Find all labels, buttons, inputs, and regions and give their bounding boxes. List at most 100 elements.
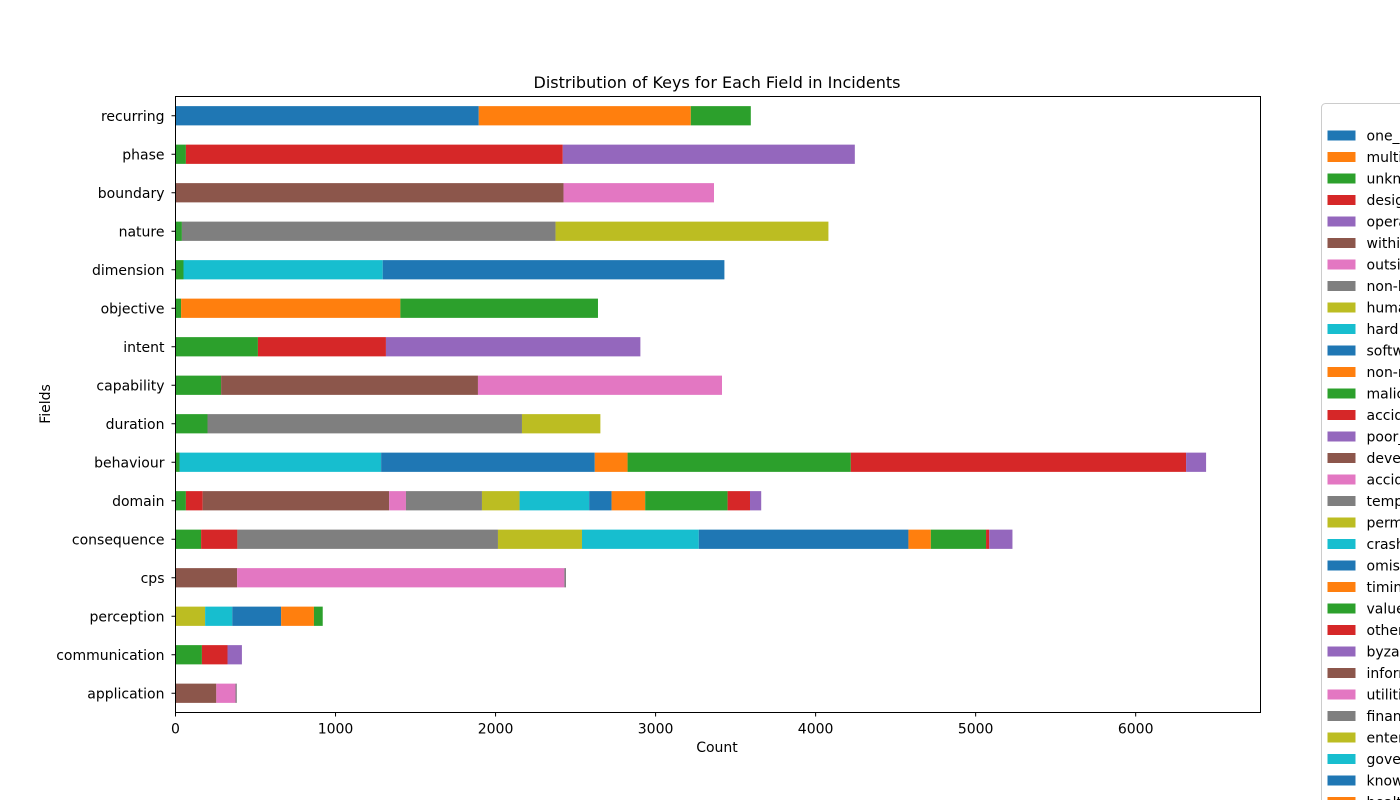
legend-label-finan: finan xyxy=(1367,709,1400,725)
bar-segment-boundary-1 xyxy=(564,183,714,202)
y-tick-label-boundary: boundary xyxy=(98,186,165,202)
bar-segment-nature-2 xyxy=(556,222,829,241)
bar-segment-application-1 xyxy=(216,684,235,703)
legend-label-temp: temp xyxy=(1367,494,1400,510)
legend-label-opera: opera xyxy=(1367,215,1400,231)
bar-segment-consequence-10 xyxy=(989,530,1012,549)
legend-label-perm: perm xyxy=(1367,516,1400,532)
bar-segment-objective-1 xyxy=(181,299,400,318)
legend-swatch-know xyxy=(1328,776,1356,786)
bar-segment-objective-0 xyxy=(176,299,182,318)
legend-swatch-inforr xyxy=(1328,668,1356,678)
x-tick-label-1000: 1000 xyxy=(318,722,354,738)
y-tick-label-recurring: recurring xyxy=(101,109,165,125)
x-tick-label-2000: 2000 xyxy=(478,722,514,738)
bar-segment-domain-10 xyxy=(728,491,750,510)
x-tick-label-4000: 4000 xyxy=(798,722,834,738)
bar-segment-communication-2 xyxy=(228,645,242,664)
bar-segment-domain-4 xyxy=(406,491,482,510)
y-axis-label: Fields xyxy=(38,384,54,424)
bar-segment-domain-3 xyxy=(389,491,406,510)
bar-segment-behaviour-4 xyxy=(628,453,851,472)
y-axis: applicationcommunicationperceptioncpscon… xyxy=(56,109,175,703)
y-tick-label-behaviour: behaviour xyxy=(94,455,165,471)
bar-segment-intent-2 xyxy=(386,337,640,356)
legend-label-enter: enter xyxy=(1367,731,1400,747)
bar-segment-cps-2 xyxy=(564,568,566,587)
x-axis-label: Count xyxy=(696,740,738,756)
y-tick-label-domain: domain xyxy=(112,494,164,510)
bar-segment-consequence-9 xyxy=(986,530,989,549)
bar-segment-dimension-1 xyxy=(184,260,383,279)
y-tick-label-dimension: dimension xyxy=(92,263,165,279)
legend: one_multiunkndesigoperawithioutsinon-hhu… xyxy=(1322,104,1400,801)
legend-label-deve: deve xyxy=(1367,451,1400,467)
bar-segment-domain-11 xyxy=(750,491,761,510)
legend-label-accid: accid xyxy=(1367,473,1400,489)
legend-swatch-poor_ xyxy=(1328,432,1356,442)
y-tick-label-duration: duration xyxy=(106,417,165,433)
legend-label-other: other xyxy=(1367,623,1400,639)
legend-label-value: value xyxy=(1367,602,1400,618)
chart-title: Distribution of Keys for Each Field in I… xyxy=(534,73,901,92)
bar-segment-recurring-2 xyxy=(691,106,751,125)
bar-segment-domain-2 xyxy=(203,491,389,510)
legend-swatch-crash xyxy=(1328,539,1356,549)
bar-segment-perception-4 xyxy=(314,607,323,626)
bar-segment-phase-0 xyxy=(176,145,186,164)
bar-segment-behaviour-2 xyxy=(381,453,595,472)
legend-label-crash: crash xyxy=(1367,537,1400,553)
x-tick-label-3000: 3000 xyxy=(638,722,674,738)
bar-segment-boundary-0 xyxy=(176,183,564,202)
legend-swatch-malic xyxy=(1328,389,1356,399)
bar-segment-phase-2 xyxy=(563,145,855,164)
legend-label-utiliti: utiliti xyxy=(1367,688,1400,704)
bars-layer xyxy=(176,106,1207,703)
legend-label-accid: accid xyxy=(1367,408,1400,424)
bar-segment-consequence-7 xyxy=(908,530,930,549)
legend-swatch-opera xyxy=(1328,217,1356,227)
legend-swatch-deve xyxy=(1328,453,1356,463)
bar-segment-capability-1 xyxy=(221,376,478,395)
legend-swatch-gove xyxy=(1328,754,1356,764)
bar-segment-domain-7 xyxy=(589,491,611,510)
bar-segment-dimension-0 xyxy=(176,260,184,279)
legend-swatch-multi xyxy=(1328,152,1356,162)
legend-label-gove: gove xyxy=(1367,752,1400,768)
legend-label-inforr: inforr xyxy=(1367,666,1400,682)
bar-segment-consequence-3 xyxy=(238,530,498,549)
bar-segment-application-0 xyxy=(176,684,217,703)
bar-segment-consequence-2 xyxy=(237,530,238,549)
legend-label-unkn: unkn xyxy=(1367,172,1400,188)
y-tick-label-objective: objective xyxy=(101,301,165,317)
bar-segment-duration-0 xyxy=(176,414,208,433)
legend-swatch-hard xyxy=(1328,324,1356,334)
legend-label-withi: withi xyxy=(1367,236,1400,252)
legend-label-softw: softw xyxy=(1367,344,1400,360)
bar-segment-domain-6 xyxy=(520,491,590,510)
bar-segment-perception-2 xyxy=(232,607,281,626)
legend-swatch-outsi xyxy=(1328,260,1356,270)
y-tick-label-capability: capability xyxy=(96,378,164,394)
legend-swatch-value xyxy=(1328,604,1356,614)
legend-swatch-non-r xyxy=(1328,367,1356,377)
x-tick-label-5000: 5000 xyxy=(958,722,994,738)
bar-segment-consequence-4 xyxy=(498,530,582,549)
legend-swatch-temp xyxy=(1328,496,1356,506)
bar-segment-capability-0 xyxy=(176,376,222,395)
legend-swatch-huma xyxy=(1328,303,1356,313)
bar-segment-perception-0 xyxy=(176,607,206,626)
bar-segment-communication-1 xyxy=(202,645,228,664)
bar-segment-consequence-5 xyxy=(582,530,699,549)
legend-swatch-accid xyxy=(1328,410,1356,420)
bar-segment-domain-9 xyxy=(645,491,727,510)
bar-segment-intent-1 xyxy=(258,337,386,356)
legend-label-multi: multi xyxy=(1367,150,1400,166)
legend-swatch-accid xyxy=(1328,475,1356,485)
bar-segment-consequence-6 xyxy=(699,530,909,549)
legend-label-malic: malic xyxy=(1367,387,1400,403)
bar-segment-behaviour-0 xyxy=(176,453,180,472)
bar-segment-capability-2 xyxy=(478,376,722,395)
